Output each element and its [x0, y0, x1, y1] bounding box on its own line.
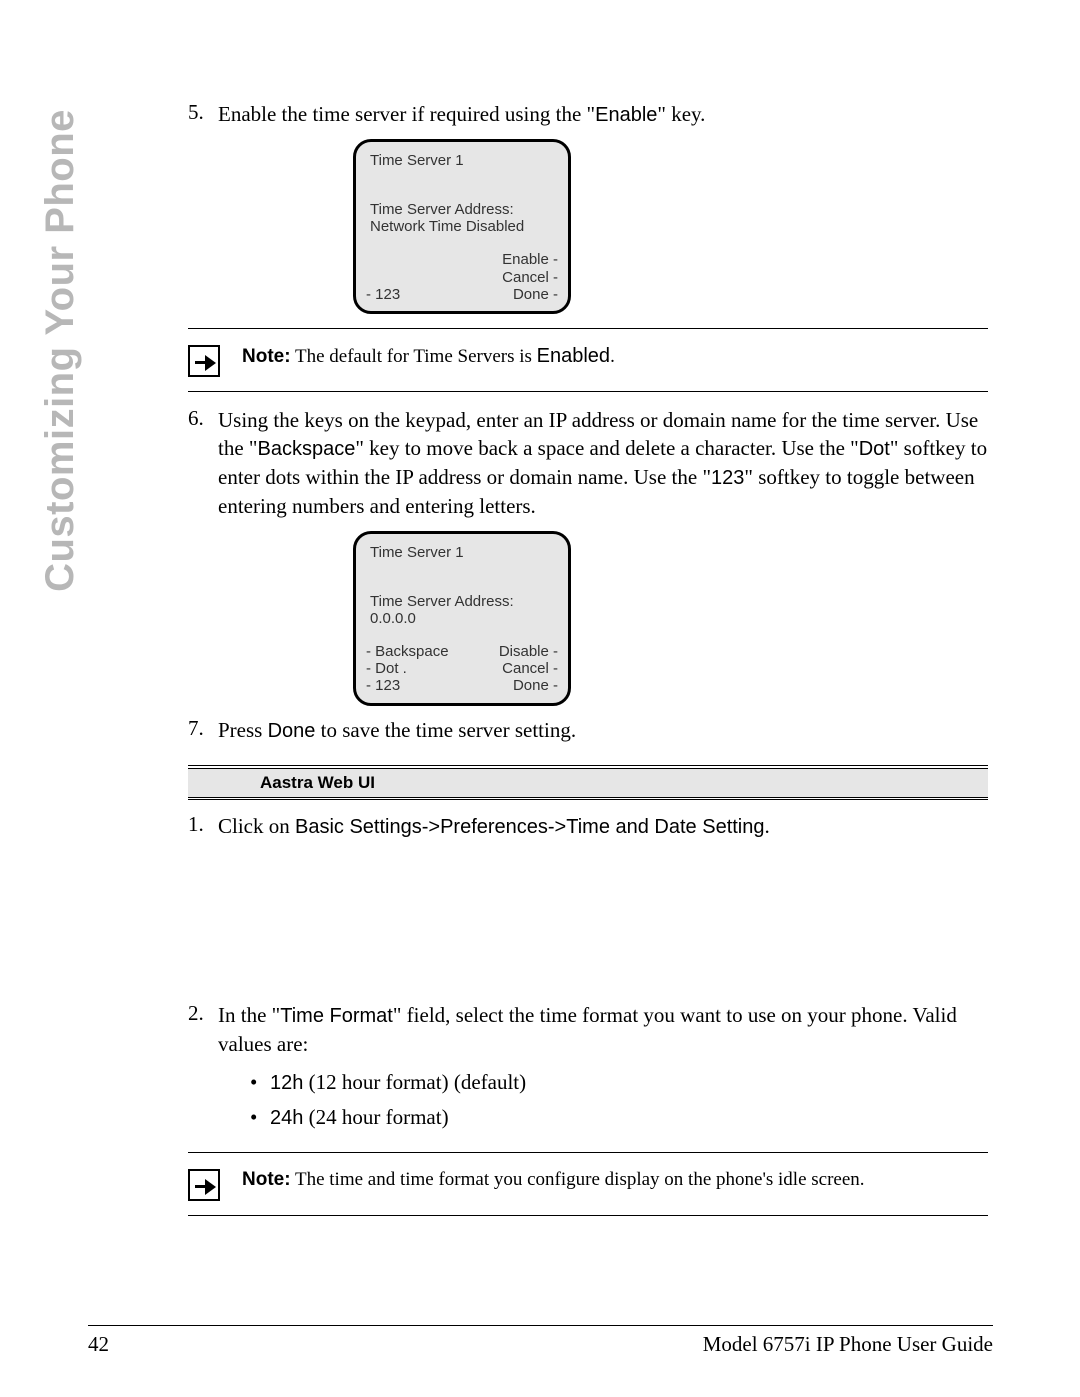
s7p2: to save the time server setting.: [315, 718, 576, 742]
s7p1: Press: [218, 718, 268, 742]
b1k: 12h: [270, 1072, 303, 1094]
note2-label: Note:: [242, 1169, 291, 1190]
step-5: 5. Enable the time server if required us…: [188, 100, 988, 129]
phone1-right1: Enable -: [502, 251, 558, 268]
step5-text-after: " key.: [657, 102, 705, 126]
step5-text-before: Enable the time server if required using…: [218, 102, 595, 126]
section-header-wrap: Aastra Web UI: [188, 765, 988, 800]
phone1-line2: Network Time Disabled: [370, 218, 558, 235]
w1p1: Click on: [218, 814, 295, 838]
phone1-right2: Cancel -: [502, 269, 558, 286]
phone2-right1: Disable -: [499, 643, 558, 660]
divider: [188, 1215, 988, 1216]
arrow-icon: [188, 1169, 220, 1201]
step-6: 6. Using the keys on the keypad, enter a…: [188, 406, 988, 521]
step5-key: Enable: [595, 104, 657, 126]
page-number: 42: [88, 1332, 109, 1357]
step-7: 7. Press Done to save the time server se…: [188, 716, 988, 745]
phone2-right3: Done -: [499, 677, 558, 694]
phone1-line1: Time Server Address:: [370, 201, 558, 218]
arrow-icon: [188, 345, 220, 377]
step-7-num: 7.: [188, 716, 218, 745]
w1p2: .: [765, 814, 770, 838]
phone2-title: Time Server 1: [370, 544, 558, 561]
phone2-left1: - Backspace: [366, 643, 449, 660]
phone2-line2: 0.0.0.0: [370, 610, 558, 627]
w2p1: In the ": [218, 1003, 280, 1027]
phone2-right2: Cancel -: [499, 660, 558, 677]
footer-title: Model 6757i IP Phone User Guide: [703, 1332, 993, 1357]
web-step-2: 2. In the "Time Format" field, select th…: [188, 1001, 988, 1138]
phone1-title: Time Server 1: [370, 152, 558, 169]
step-5-body: Enable the time server if required using…: [218, 100, 988, 129]
step-7-body: Press Done to save the time server setti…: [218, 716, 988, 745]
step-6-body: Using the keys on the keypad, enter an I…: [218, 406, 988, 521]
phone2-left2: - Dot .: [366, 660, 449, 677]
w1k1: Basic Settings->Preferences->Time and Da…: [295, 816, 765, 838]
phone1-right3: Done -: [502, 286, 558, 303]
note2-text: Note: The time and time format you confi…: [242, 1167, 865, 1193]
note1-label: Note:: [242, 346, 291, 367]
phone1-left1: - 123: [366, 286, 400, 303]
page-content: 5. Enable the time server if required us…: [88, 100, 993, 1230]
note1-key: Enabled: [537, 345, 610, 367]
bullet-12h: • 12h (12 hour format) (default): [250, 1068, 988, 1097]
note-2: Note: The time and time format you confi…: [188, 1167, 988, 1201]
phone2-left3: - 123: [366, 677, 449, 694]
note2-body: The time and time format you configure d…: [291, 1169, 865, 1190]
s6k3: 123: [711, 467, 744, 489]
note1-text: Note: The default for Time Servers is En…: [242, 343, 615, 370]
note-1: Note: The default for Time Servers is En…: [188, 343, 988, 377]
divider: [188, 328, 988, 329]
s6k1: Backspace: [257, 438, 355, 460]
s6p2: " key to move back a space and delete a …: [355, 436, 858, 460]
s6k2: Dot: [859, 438, 890, 460]
step-5-num: 5.: [188, 100, 218, 129]
b1t: (12 hour format) (default): [303, 1070, 526, 1094]
phone-screen-1: Time Server 1 Time Server Address: Netwo…: [353, 139, 571, 314]
web1-num: 1.: [188, 812, 218, 841]
b2k: 24h: [270, 1107, 303, 1129]
step-6-num: 6.: [188, 406, 218, 521]
s7k1: Done: [268, 720, 316, 742]
web2-num: 2.: [188, 1001, 218, 1138]
b2t: (24 hour format): [303, 1105, 448, 1129]
note1-body: The default for Time Servers is: [291, 346, 537, 367]
web-step-1: 1. Click on Basic Settings->Preferences-…: [188, 812, 988, 841]
w2k1: Time Format: [280, 1005, 393, 1027]
section-header: Aastra Web UI: [188, 769, 988, 797]
divider: [188, 1152, 988, 1153]
divider: [188, 391, 988, 392]
side-tab: Customizing Your Phone: [30, 110, 90, 590]
phone2-line1: Time Server Address:: [370, 593, 558, 610]
bullet-24h: • 24h (24 hour format): [250, 1103, 988, 1132]
phone-screen-2: Time Server 1 Time Server Address: 0.0.0…: [353, 531, 571, 706]
note1-period: .: [610, 346, 615, 367]
web1-body: Click on Basic Settings->Preferences->Ti…: [218, 812, 988, 841]
web2-body: In the "Time Format" field, select the t…: [218, 1001, 988, 1138]
side-tab-text: Customizing Your Phone: [38, 109, 83, 592]
page-footer: 42 Model 6757i IP Phone User Guide: [88, 1325, 993, 1357]
